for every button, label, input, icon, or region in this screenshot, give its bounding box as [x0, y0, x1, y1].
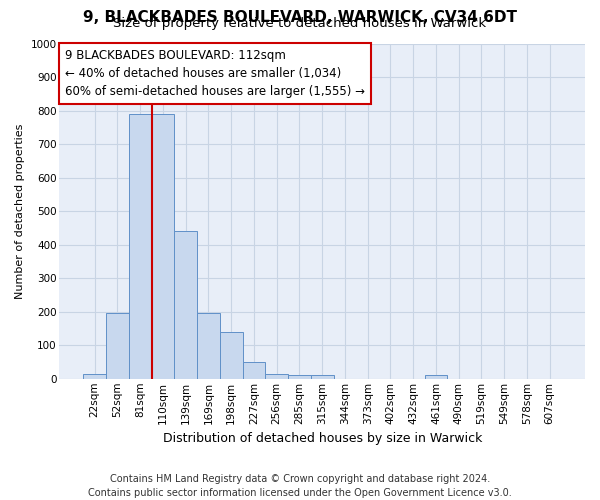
- Bar: [242, 362, 265, 379]
- Bar: [175, 232, 197, 379]
- Bar: [425, 376, 448, 379]
- Bar: [288, 376, 311, 379]
- Bar: [197, 314, 220, 379]
- Bar: [129, 114, 152, 379]
- Text: 9, BLACKBADES BOULEVARD, WARWICK, CV34 6DT: 9, BLACKBADES BOULEVARD, WARWICK, CV34 6…: [83, 10, 517, 25]
- Bar: [220, 332, 242, 379]
- X-axis label: Distribution of detached houses by size in Warwick: Distribution of detached houses by size …: [163, 432, 482, 445]
- Bar: [106, 314, 129, 379]
- Bar: [311, 376, 334, 379]
- Y-axis label: Number of detached properties: Number of detached properties: [15, 124, 25, 299]
- Bar: [265, 374, 288, 379]
- Text: Size of property relative to detached houses in Warwick: Size of property relative to detached ho…: [113, 18, 487, 30]
- Text: 9 BLACKBADES BOULEVARD: 112sqm
← 40% of detached houses are smaller (1,034)
60% : 9 BLACKBADES BOULEVARD: 112sqm ← 40% of …: [65, 49, 365, 98]
- Bar: [83, 374, 106, 379]
- Text: Contains HM Land Registry data © Crown copyright and database right 2024.
Contai: Contains HM Land Registry data © Crown c…: [88, 474, 512, 498]
- Bar: [152, 114, 175, 379]
